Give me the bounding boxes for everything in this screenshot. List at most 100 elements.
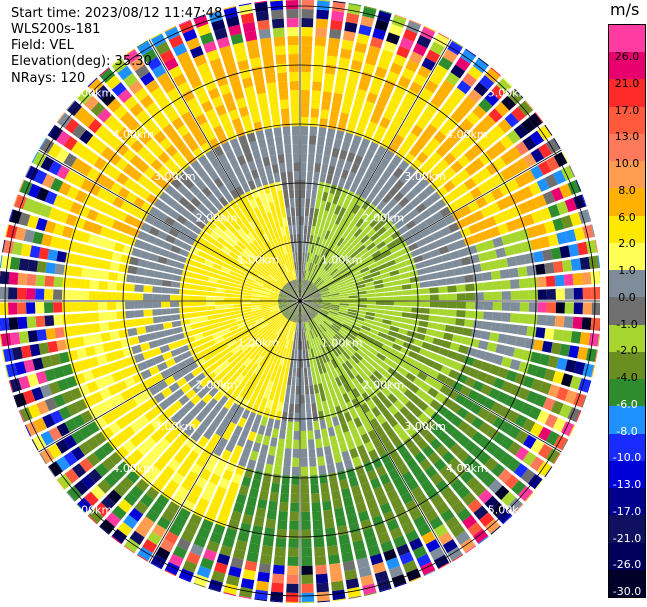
velocity-cell — [179, 289, 189, 295]
velocity-cell — [350, 225, 359, 235]
velocity-cell — [475, 467, 490, 482]
velocity-cell — [210, 267, 221, 275]
velocity-cell — [208, 453, 220, 465]
velocity-cell — [360, 358, 370, 368]
velocity-cell — [192, 383, 203, 394]
velocity-cell — [341, 450, 351, 462]
velocity-cell — [82, 220, 95, 232]
velocity-cell — [511, 480, 526, 496]
velocity-cell — [44, 220, 57, 234]
velocity-cell — [279, 317, 287, 325]
velocity-cell — [394, 357, 405, 367]
velocity-cell — [517, 201, 531, 215]
velocity-cell — [55, 130, 71, 146]
velocity-cell — [101, 426, 114, 440]
velocity-cell — [323, 509, 334, 520]
colorbar-tick-label: -1.0 — [616, 317, 638, 331]
velocity-cell — [365, 410, 376, 421]
velocity-cell — [122, 245, 134, 255]
velocity-cell — [386, 70, 400, 84]
velocity-cell — [392, 343, 403, 352]
velocity-cell — [369, 553, 384, 566]
velocity-cell — [360, 234, 370, 244]
velocity-cell — [130, 449, 144, 463]
velocity-cell — [317, 345, 324, 355]
velocity-cell — [195, 113, 208, 126]
velocity-cell — [334, 424, 343, 436]
velocity-cell — [339, 296, 349, 299]
velocity-cell — [464, 177, 477, 191]
velocity-cell — [345, 316, 356, 322]
velocity-cell — [182, 89, 195, 103]
velocity-cell — [510, 279, 520, 289]
velocity-cell — [466, 111, 481, 126]
velocity-cell — [310, 273, 316, 282]
velocity-cell — [399, 551, 414, 565]
velocity-cell — [224, 301, 234, 305]
velocity-cell — [206, 286, 216, 292]
velocity-cell — [415, 388, 427, 400]
velocity-cell — [261, 288, 271, 293]
velocity-cell — [159, 49, 175, 63]
velocity-cell — [116, 292, 126, 301]
velocity-cell — [287, 311, 293, 320]
velocity-cell — [301, 538, 312, 548]
velocity-cell — [285, 310, 292, 318]
velocity-cell — [255, 395, 263, 406]
azimuth-spoke — [299, 39, 452, 302]
velocity-cell — [227, 367, 237, 378]
velocity-cell — [115, 380, 128, 392]
velocity-cell — [145, 486, 160, 501]
velocity-cell — [296, 234, 300, 244]
velocity-cell — [293, 358, 297, 368]
velocity-cell — [301, 592, 315, 602]
velocity-cell — [255, 433, 264, 444]
velocity-cell — [287, 302, 297, 305]
velocity-cell — [296, 376, 300, 386]
velocity-cell — [320, 219, 326, 229]
velocity-cell — [383, 220, 394, 231]
velocity-cell — [486, 426, 499, 440]
velocity-cell — [244, 316, 255, 322]
velocity-cell — [326, 55, 338, 66]
velocity-cell — [339, 48, 352, 60]
velocity-cell — [253, 374, 261, 385]
velocity-cell — [297, 252, 300, 261]
velocity-cell — [267, 263, 275, 272]
velocity-cell — [241, 250, 250, 259]
velocity-cell — [145, 324, 156, 333]
velocity-cell — [510, 313, 520, 323]
velocity-cell — [289, 303, 297, 310]
velocity-cell — [14, 361, 27, 376]
velocity-cell — [193, 84, 206, 97]
velocity-cell — [401, 214, 412, 224]
velocity-cell — [301, 322, 304, 332]
velocity-cell — [331, 10, 345, 22]
velocity-cell — [533, 250, 544, 263]
velocity-cell — [206, 296, 216, 301]
colorbar-segment — [609, 460, 645, 489]
velocity-cell — [229, 199, 239, 210]
velocity-cell — [347, 171, 356, 182]
velocity-cell — [0, 271, 1, 278]
velocity-cell — [98, 312, 108, 322]
velocity-cell — [348, 522, 361, 534]
velocity-cell — [276, 267, 283, 276]
velocity-cell — [498, 183, 512, 196]
velocity-cell — [271, 573, 285, 584]
velocity-cell — [208, 421, 219, 433]
velocity-cell — [410, 196, 422, 208]
velocity-cell — [215, 425, 226, 437]
colorbar-tick-label: 13.0 — [614, 130, 640, 144]
velocity-cell — [405, 219, 417, 230]
velocity-cell — [244, 30, 258, 42]
velocity-cell — [197, 343, 208, 352]
velocity-cell — [453, 267, 464, 276]
velocity-cell — [336, 315, 346, 321]
velocity-cell — [117, 89, 133, 104]
velocity-cell — [348, 264, 358, 272]
velocity-cell — [405, 356, 416, 366]
velocity-cell — [257, 405, 265, 416]
velocity-cell — [277, 72, 288, 83]
velocity-cell — [182, 499, 195, 513]
